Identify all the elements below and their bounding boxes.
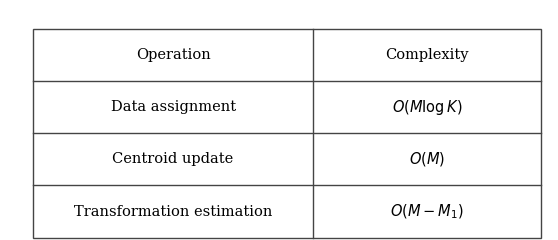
Text: Data assignment: Data assignment [110, 100, 235, 114]
Text: $O(M - M_1)$: $O(M - M_1)$ [390, 202, 464, 221]
Text: Operation: Operation [136, 48, 210, 62]
Text: Centroid update: Centroid update [113, 152, 234, 166]
Text: $O(M \log K)$: $O(M \log K)$ [392, 98, 462, 117]
Text: Complexity: Complexity [385, 48, 469, 62]
Bar [33, 29, 541, 238]
Text: Transformation estimation: Transformation estimation [74, 204, 272, 218]
Text: $O(M)$: $O(M)$ [409, 150, 445, 168]
